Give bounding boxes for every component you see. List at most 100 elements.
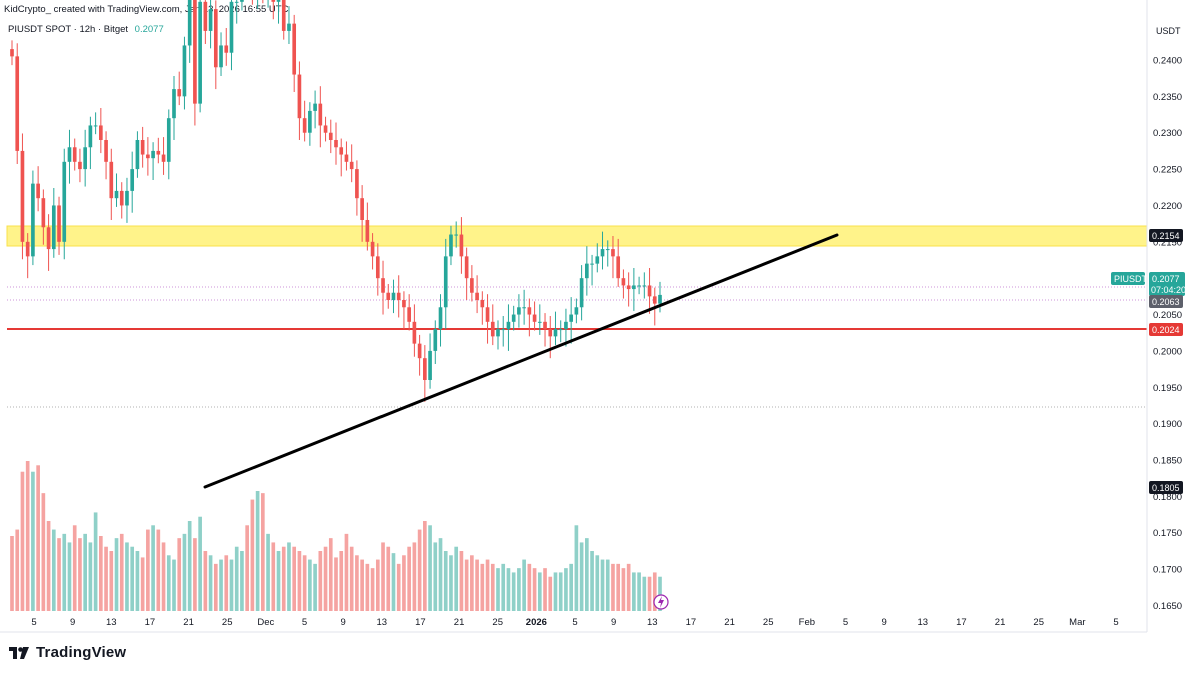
candle-body-0 bbox=[10, 49, 14, 57]
volume-bar-23 bbox=[130, 546, 135, 611]
volume-bar-89 bbox=[475, 559, 479, 611]
volume-bar-46 bbox=[250, 499, 255, 611]
volume-bar-101 bbox=[537, 572, 542, 611]
volume-bar-49 bbox=[266, 533, 270, 611]
time-tick-4: 21 bbox=[183, 617, 194, 628]
candle-body-121 bbox=[642, 285, 647, 287]
volume-bar-15 bbox=[88, 542, 93, 611]
candle-body-76 bbox=[407, 307, 411, 322]
tradingview-logo[interactable]: TradingView bbox=[8, 644, 126, 661]
tradingview-logo-text: TradingView bbox=[36, 644, 127, 661]
volume-bar-117 bbox=[621, 568, 626, 611]
price-tick-15: 0.1650 bbox=[1153, 601, 1182, 612]
volume-bar-44 bbox=[240, 551, 244, 611]
volume-bar-40 bbox=[219, 559, 223, 611]
volume-bar-102 bbox=[543, 568, 547, 611]
volume-bar-70 bbox=[375, 559, 380, 611]
candle-body-59 bbox=[318, 103, 323, 126]
price-tick-7: 0.2050 bbox=[1153, 310, 1182, 321]
symbol-info[interactable]: PIUSDT SPOT · 12h · Bitget 0.2077 bbox=[8, 24, 164, 35]
volume-bar-86 bbox=[459, 551, 464, 611]
volume-bar-57 bbox=[308, 559, 312, 611]
countdown-text: 07:04:20 bbox=[1151, 285, 1186, 295]
volume-bar-19 bbox=[109, 551, 114, 611]
volume-bar-37 bbox=[203, 551, 208, 611]
volume-bar-99 bbox=[527, 563, 532, 611]
price-tick-11: 0.1850 bbox=[1153, 456, 1182, 467]
candle-body-114 bbox=[605, 249, 610, 251]
chart-header: KidCrypto_ created with TradingView.com,… bbox=[4, 4, 289, 15]
candle-body-4 bbox=[31, 183, 35, 257]
candle-body-9 bbox=[57, 205, 61, 242]
volume-bar-34 bbox=[187, 521, 192, 611]
candle-body-111 bbox=[590, 263, 594, 265]
candle-body-10 bbox=[62, 161, 67, 242]
candle-body-8 bbox=[51, 205, 56, 250]
volume-bar-43 bbox=[234, 546, 239, 611]
candle-body-60 bbox=[323, 125, 328, 133]
volume-bar-41 bbox=[224, 555, 229, 611]
candle-body-27 bbox=[151, 150, 155, 159]
candle-body-72 bbox=[386, 292, 391, 300]
candle-body-87 bbox=[464, 256, 469, 279]
price-tick-0: 0.2400 bbox=[1153, 56, 1182, 67]
candle-body-56 bbox=[302, 118, 307, 133]
time-tick-19: 25 bbox=[763, 617, 774, 628]
candle-body-7 bbox=[46, 227, 51, 250]
volume-bar-30 bbox=[166, 555, 171, 611]
candle-body-54 bbox=[292, 23, 297, 75]
candle-body-1 bbox=[15, 56, 20, 151]
candle-body-25 bbox=[140, 140, 145, 155]
price-tick-13: 0.1750 bbox=[1153, 528, 1182, 539]
lightning-icon[interactable] bbox=[653, 594, 669, 610]
volume-bar-63 bbox=[339, 551, 344, 611]
volume-bar-81 bbox=[433, 542, 438, 611]
time-tick-5: 25 bbox=[222, 617, 233, 628]
candle-body-17 bbox=[99, 125, 103, 140]
candle-body-61 bbox=[328, 132, 333, 140]
volume-bar-39 bbox=[213, 563, 218, 611]
volume-bar-29 bbox=[161, 542, 166, 611]
price-tick-8: 0.2000 bbox=[1153, 346, 1182, 357]
candle-body-63 bbox=[339, 147, 344, 155]
time-tick-21: 5 bbox=[843, 617, 848, 628]
mid-level-price-text: 0.2063 bbox=[1152, 297, 1180, 307]
time-tick-6: Dec bbox=[257, 617, 274, 628]
volume-bar-3 bbox=[25, 461, 30, 611]
volume-bar-105 bbox=[558, 572, 563, 611]
volume-bar-73 bbox=[391, 553, 396, 611]
candle-body-16 bbox=[93, 125, 98, 127]
time-tick-14: 5 bbox=[572, 617, 577, 628]
candle-body-38 bbox=[208, 9, 213, 31]
candle-body-116 bbox=[616, 256, 621, 279]
trendline bbox=[203, 233, 839, 489]
volume-bar-5 bbox=[36, 465, 40, 611]
candle-body-20 bbox=[114, 190, 119, 199]
time-tick-28: 5 bbox=[1113, 617, 1118, 628]
volume-bar-124 bbox=[658, 576, 662, 611]
volume-bar-20 bbox=[114, 538, 119, 611]
candle-body-96 bbox=[511, 314, 516, 322]
candle-body-36 bbox=[198, 1, 202, 104]
candle-body-68 bbox=[365, 220, 370, 242]
volume-bar-104 bbox=[553, 572, 558, 611]
volume-bar-72 bbox=[386, 546, 391, 611]
candle-body-79 bbox=[423, 358, 427, 380]
candle-body-32 bbox=[177, 89, 182, 97]
time-tick-27: Mar bbox=[1069, 617, 1085, 628]
volume-bar-92 bbox=[490, 563, 495, 611]
candle-body-55 bbox=[297, 74, 302, 119]
volume-bar-91 bbox=[485, 559, 490, 611]
price-tick-4: 0.2200 bbox=[1153, 201, 1182, 212]
volume-bar-64 bbox=[344, 533, 349, 611]
volume-bar-87 bbox=[464, 559, 469, 611]
candle-body-41 bbox=[224, 45, 229, 53]
candle-body-3 bbox=[25, 241, 30, 257]
candle-body-120 bbox=[637, 285, 641, 287]
candle-body-52 bbox=[281, 0, 286, 31]
time-tick-13: 2026 bbox=[526, 617, 547, 628]
volume-bar-2 bbox=[20, 471, 25, 611]
time-tick-10: 17 bbox=[415, 617, 426, 628]
candle-body-106 bbox=[564, 321, 568, 330]
